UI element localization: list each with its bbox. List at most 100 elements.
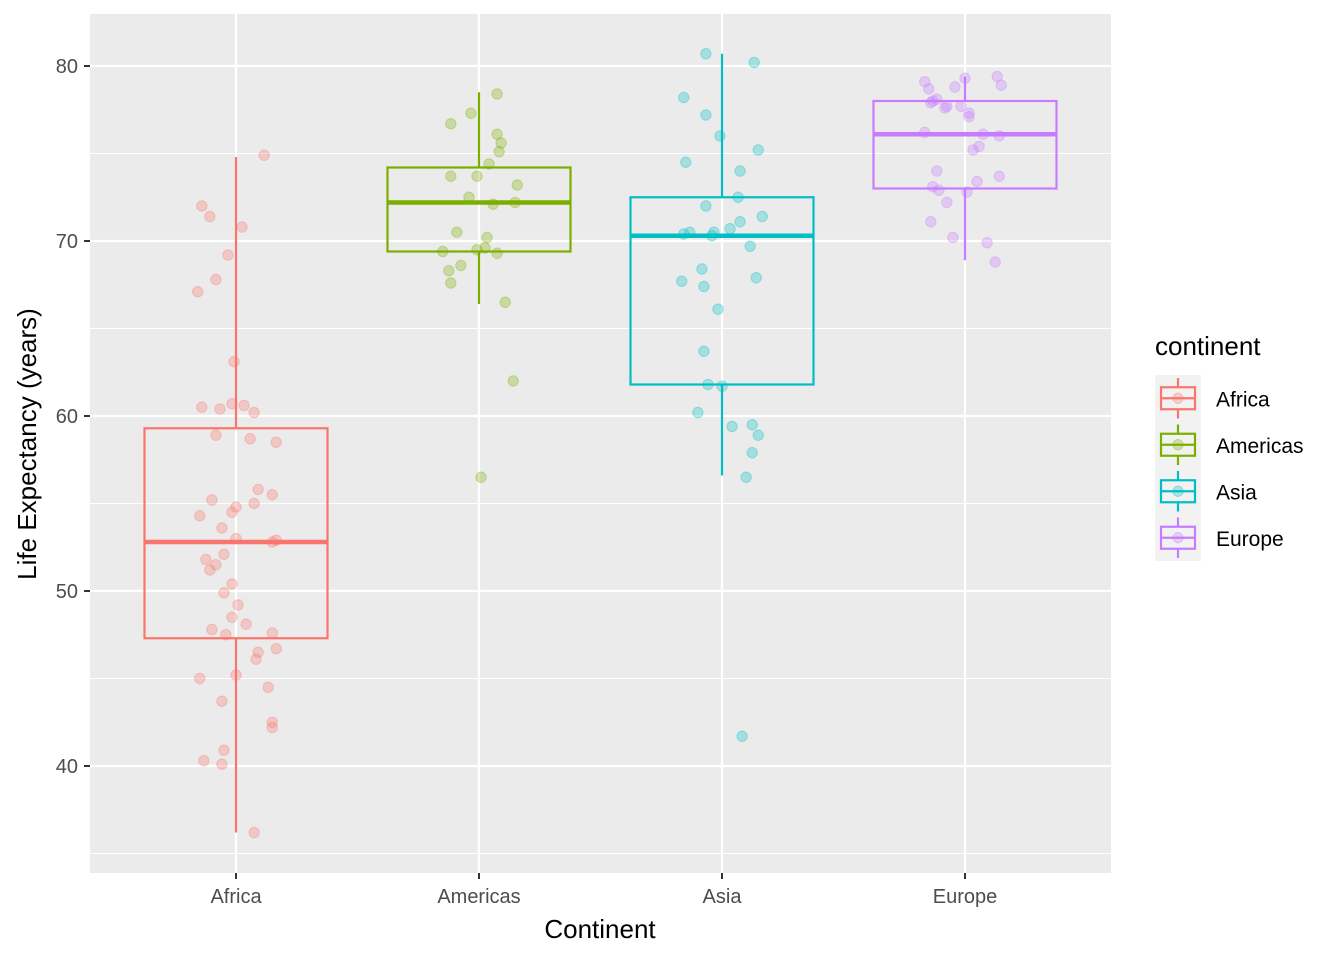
data-point-asia <box>734 165 746 177</box>
data-point-asia <box>724 223 736 235</box>
data-point-europe <box>939 102 951 114</box>
data-point-europe <box>993 170 1005 182</box>
data-point-americas <box>483 158 495 170</box>
data-point-americas <box>443 265 455 277</box>
y-axis-title: Life Expectancy (years) <box>12 308 42 580</box>
data-point-europe <box>925 216 937 228</box>
data-point-africa <box>266 721 278 734</box>
data-point-africa <box>228 356 240 368</box>
box-iqr <box>872 99 1058 190</box>
data-point-americas <box>451 226 463 238</box>
y-axis: 40 50 60 70 80 <box>56 56 90 778</box>
data-point-europe <box>919 76 931 88</box>
data-point-africa <box>230 669 242 681</box>
data-point-asia <box>712 303 724 315</box>
legend-item-africa: Africa <box>1155 375 1270 422</box>
data-point-asia <box>692 406 704 419</box>
data-point-europe <box>941 100 953 112</box>
box-iqr <box>386 166 572 253</box>
x-tick-label: Europe <box>933 886 998 908</box>
data-point-africa <box>194 672 206 685</box>
data-point-asia <box>744 240 756 252</box>
data-point-americas <box>479 242 491 254</box>
x-axis: Africa Americas Asia Europe <box>210 873 997 908</box>
data-point-africa <box>248 826 260 839</box>
data-point-europe <box>963 111 975 123</box>
data-point-africa <box>258 149 270 161</box>
data-point-africa <box>210 273 222 286</box>
data-point-americas <box>491 128 503 140</box>
x-tick-label: Africa <box>210 886 262 908</box>
grid-minor <box>90 152 1111 855</box>
data-point-europe <box>971 175 983 188</box>
data-point-americas <box>509 196 521 209</box>
point-layer <box>192 48 1007 839</box>
data-point-asia <box>752 429 764 441</box>
data-point-africa <box>252 483 264 496</box>
data-point-americas <box>493 146 505 158</box>
data-point-africa <box>216 695 228 707</box>
data-point-africa <box>210 429 222 441</box>
data-point-europe <box>919 126 931 139</box>
data-point-africa <box>240 618 252 630</box>
data-point-africa <box>204 564 216 576</box>
data-point-europe <box>967 144 979 156</box>
y-tick-label: 70 <box>56 231 78 253</box>
x-tick-label: Americas <box>437 886 520 908</box>
data-point-americas <box>463 191 475 203</box>
data-point-europe <box>989 256 1001 268</box>
legend-label: Europe <box>1216 528 1284 551</box>
legend-item-europe: Europe <box>1155 514 1284 561</box>
data-point-europe <box>927 95 939 107</box>
data-point-americas <box>445 118 457 130</box>
data-point-africa <box>206 494 218 506</box>
data-point-asia <box>700 200 712 212</box>
data-point-africa <box>236 221 248 233</box>
data-point-asia <box>678 228 690 240</box>
data-point-africa <box>270 436 282 448</box>
data-point-asia <box>746 419 758 431</box>
data-point-africa <box>226 578 238 590</box>
data-point-africa <box>244 433 256 445</box>
data-point-asia <box>700 109 712 121</box>
data-point-africa <box>230 501 242 513</box>
data-point-africa <box>270 643 282 655</box>
data-point-europe <box>977 128 989 140</box>
data-point-europe <box>947 231 959 244</box>
data-point-asia <box>748 56 760 69</box>
data-point-africa <box>206 623 218 636</box>
data-point-americas <box>491 88 503 100</box>
box-americas <box>386 92 572 304</box>
data-point-asia <box>700 48 712 60</box>
data-point-asia <box>698 280 710 293</box>
data-point-asia <box>696 263 708 275</box>
data-point-europe <box>931 93 943 105</box>
y-tick-label: 40 <box>56 756 78 778</box>
data-point-europe <box>949 81 961 93</box>
data-point-africa <box>216 758 228 770</box>
data-point-africa <box>250 653 262 665</box>
data-point-europe <box>941 196 953 209</box>
data-point-africa <box>204 210 216 223</box>
data-point-americas <box>491 247 503 259</box>
data-point-africa <box>266 716 278 728</box>
data-point-asia <box>734 216 746 228</box>
data-point-europe <box>981 237 993 249</box>
data-point-africa <box>266 536 278 548</box>
data-point-europe <box>933 184 945 196</box>
data-point-asia <box>740 471 752 483</box>
legend-key-point <box>1172 392 1184 404</box>
data-point-africa <box>232 599 244 611</box>
legend-key-point <box>1172 439 1184 451</box>
y-tick-label: 80 <box>56 56 78 78</box>
data-point-africa <box>226 398 238 410</box>
data-point-europe <box>923 83 935 95</box>
data-point-africa <box>270 534 282 546</box>
data-point-africa <box>248 406 260 419</box>
legend-item-asia: Asia <box>1155 468 1257 515</box>
legend-key-point <box>1172 532 1184 544</box>
data-point-asia <box>680 156 692 168</box>
y-tick-label: 60 <box>56 406 78 428</box>
data-point-asia <box>750 272 762 284</box>
